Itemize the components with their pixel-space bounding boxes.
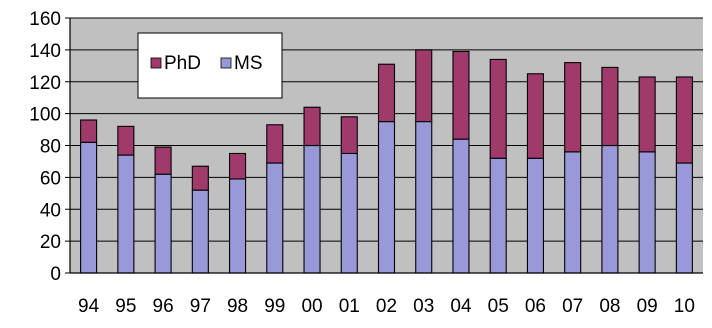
bar-ms-06 (526, 157, 544, 274)
bar-phd-08 (601, 66, 619, 147)
bar-phd-01 (340, 116, 358, 155)
x-tick-label: 01 (339, 296, 360, 317)
legend-label-ms: MS (234, 53, 263, 74)
bar-ms-96 (154, 173, 172, 274)
y-tick-label: 140 (29, 41, 61, 62)
bar-ms-02 (377, 121, 396, 274)
bar-phd-06 (526, 73, 544, 159)
bar-ms-95 (117, 154, 135, 274)
bar-phd-02 (377, 63, 396, 123)
x-tick-label: 94 (78, 296, 100, 317)
bar-phd-99 (266, 124, 284, 164)
bar-phd-05 (489, 58, 507, 159)
y-tick-label: 160 (29, 9, 61, 30)
x-tick-label: 03 (413, 296, 434, 317)
bar-ms-01 (340, 152, 358, 274)
bar-phd-98 (229, 152, 247, 180)
y-tick-labels: 0 20 40 60 80 100 120 140 160 (29, 9, 70, 285)
x-tick-labels: 94 95 96 97 98 99 00 01 02 03 04 05 06 07 08 09 10 (78, 296, 695, 317)
bar-phd-04 (452, 50, 470, 140)
x-tick-label: 09 (637, 296, 658, 317)
x-tick-label: 97 (190, 296, 211, 317)
bar-phd-00 (303, 106, 321, 147)
y-tick-label: 60 (40, 168, 61, 189)
bar-phd-07 (564, 62, 582, 153)
bar-ms-05 (489, 157, 507, 274)
bar-ms-94 (80, 141, 98, 274)
bar-ms-99 (266, 162, 284, 274)
bar-phd-97 (191, 165, 209, 191)
bar-phd-09 (638, 76, 656, 153)
legend-label-phd: PhD (164, 53, 201, 74)
bar-ms-04 (452, 138, 470, 274)
bar-ms-07 (564, 151, 582, 274)
legend-swatch-ms (220, 57, 232, 69)
y-tick-label: 40 (40, 200, 61, 221)
y-tick-label: 120 (29, 73, 61, 94)
bars (80, 49, 693, 274)
y-tick-label: 20 (40, 232, 61, 253)
bar-ms-10 (675, 162, 693, 274)
legend-box (137, 32, 283, 99)
bar-ms-00 (303, 144, 321, 274)
bar-phd-94 (80, 119, 98, 143)
x-tick-label: 02 (376, 296, 397, 317)
bar-phd-10 (675, 76, 693, 164)
x-tick-label: 07 (562, 296, 583, 317)
bar-ms-09 (638, 151, 656, 274)
bar-phd-03 (415, 49, 433, 123)
bar-phd-95 (117, 125, 135, 156)
bar-ms-08 (601, 144, 619, 274)
x-tick-label: 95 (115, 296, 136, 317)
bar-ms-03 (415, 121, 433, 274)
x-tick-label: 10 (674, 296, 695, 317)
x-tick-label: 99 (264, 296, 285, 317)
y-tick-label: 100 (29, 105, 61, 126)
x-tick-label: 04 (450, 296, 472, 317)
x-tick-label: 98 (227, 296, 248, 317)
bar-phd-96 (154, 146, 172, 175)
x-tick-label: 05 (488, 296, 509, 317)
bar-ms-98 (229, 178, 247, 274)
y-tick-label: 80 (40, 137, 61, 158)
legend: PhD MS (137, 32, 283, 99)
x-tick-label: 08 (599, 296, 620, 317)
x-tick-label: 00 (301, 296, 322, 317)
x-tick-label: 96 (153, 296, 174, 317)
bar-ms-97 (191, 189, 209, 274)
legend-swatch-phd (150, 57, 162, 69)
x-tick-label: 06 (525, 296, 546, 317)
y-tick-label: 0 (50, 264, 61, 285)
